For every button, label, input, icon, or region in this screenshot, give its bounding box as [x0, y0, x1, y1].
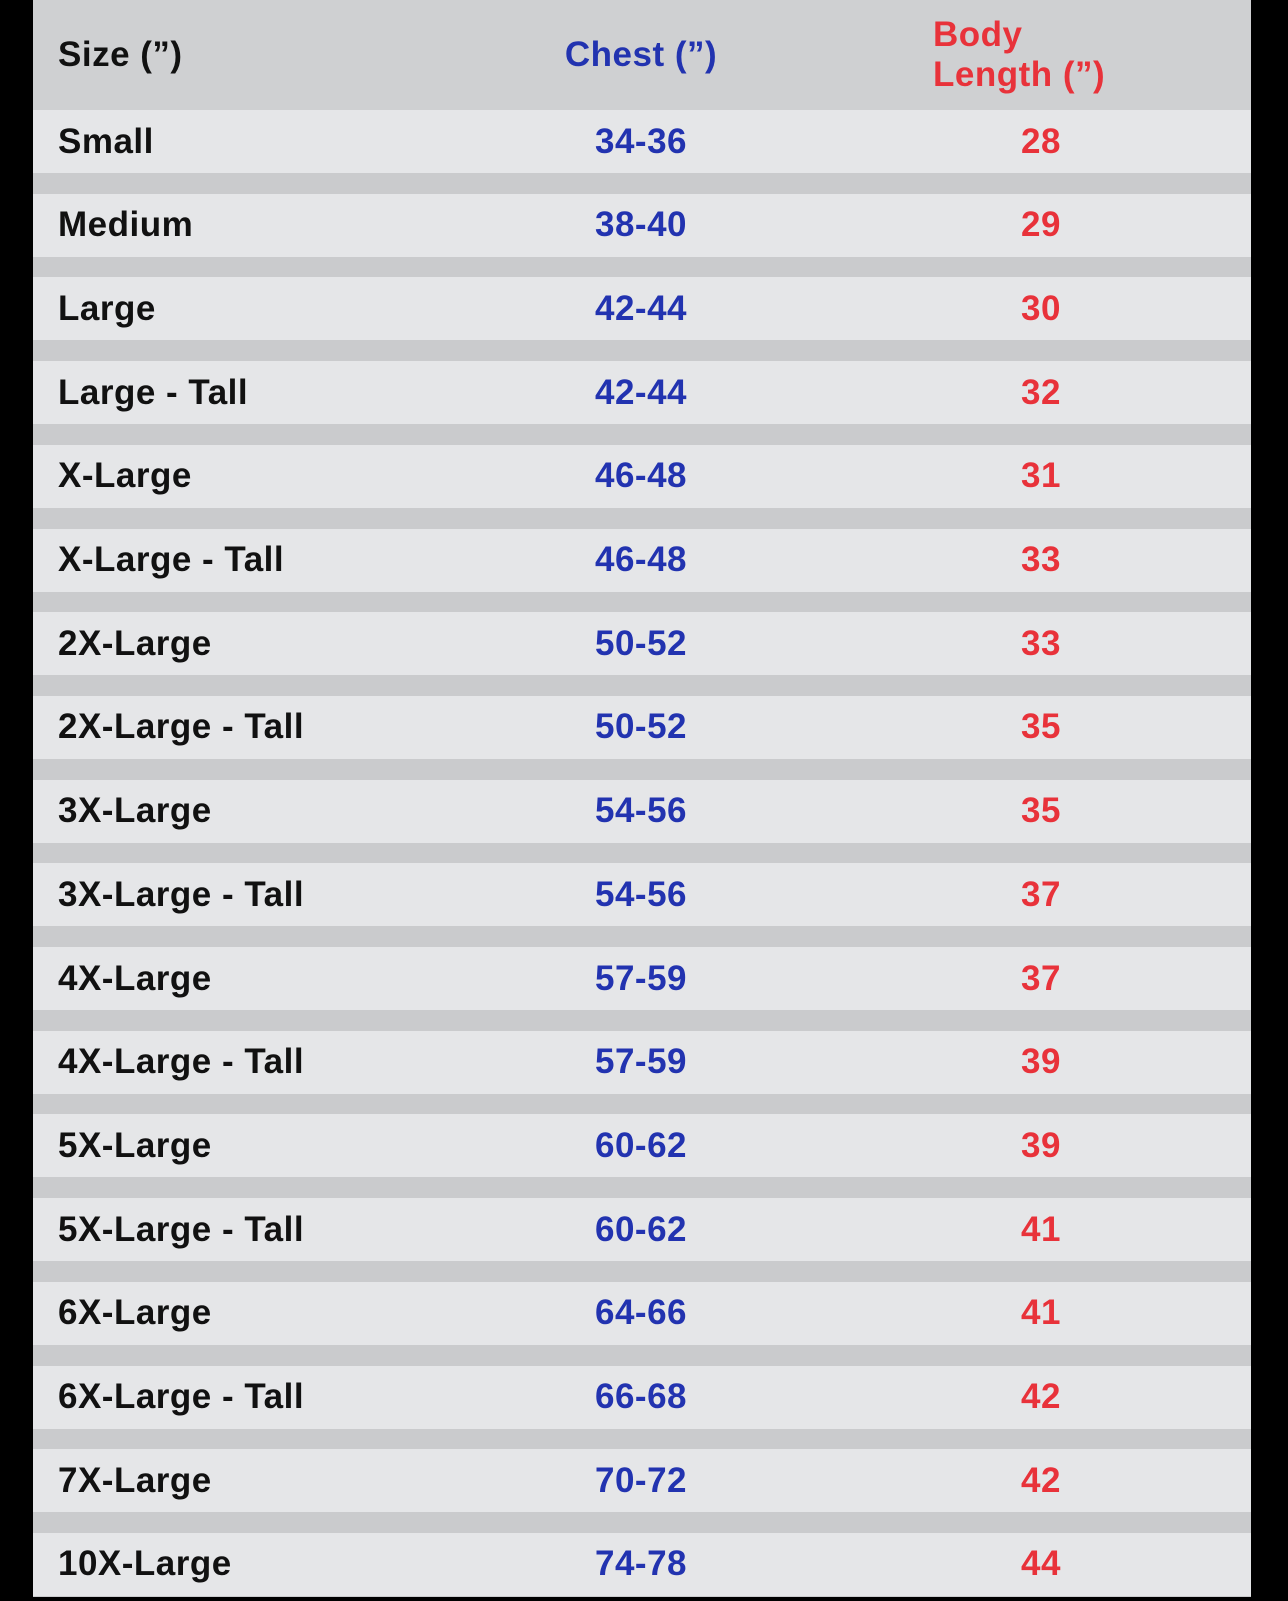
- size-cell: 6X-Large: [58, 1293, 212, 1333]
- size-cell: X-Large - Tall: [58, 540, 285, 579]
- table-header: Size (”) Chest (”) Body Length (”): [33, 0, 1251, 110]
- chest-cell: 70-72: [594, 1460, 688, 1500]
- body-length-cell: 29: [1021, 205, 1061, 245]
- body-length-cell: 42: [1021, 1460, 1061, 1500]
- chest-cell: 60-62: [594, 1125, 688, 1165]
- chest-cell: 64-66: [594, 1293, 688, 1333]
- table-row: X-Large - Tall 46-48 33: [33, 528, 1251, 592]
- chest-cell: 50-52: [594, 623, 688, 663]
- table-row: 7X-Large 70-72 42: [33, 1449, 1251, 1513]
- table-row: X-Large 46-48 31: [33, 444, 1251, 508]
- chest-cell: 57-59: [594, 958, 688, 998]
- body-length-cell: 30: [1021, 288, 1061, 328]
- body-length-cell: 35: [1021, 791, 1061, 831]
- size-cell: 5X-Large: [58, 1125, 212, 1165]
- chest-cell: 42-44: [594, 372, 688, 412]
- body-length-cell: 44: [1021, 1544, 1061, 1584]
- table-row: 5X-Large 60-62 39: [33, 1114, 1251, 1178]
- size-cell: 7X-Large: [58, 1460, 212, 1500]
- table-row: 4X-Large - Tall 57-59 39: [33, 1030, 1251, 1094]
- chest-cell: 34-36: [594, 121, 688, 161]
- body-length-cell: 39: [1021, 1042, 1061, 1082]
- table-row: 2X-Large - Tall 50-52 35: [33, 695, 1251, 759]
- body-length-cell: 32: [1021, 372, 1061, 412]
- size-chart-table: Size (”) Chest (”) Body Length (”) Small…: [33, 0, 1251, 1597]
- table-row: 3X-Large 54-56 35: [33, 779, 1251, 843]
- size-cell: 4X-Large: [58, 958, 212, 998]
- chest-cell: 46-48: [594, 456, 688, 496]
- size-cell: X-Large: [58, 456, 192, 496]
- size-cell: Large - Tall: [58, 372, 249, 412]
- body-length-cell: 37: [1021, 958, 1061, 998]
- chest-cell: 42-44: [594, 288, 688, 328]
- body-length-cell: 39: [1021, 1125, 1061, 1165]
- body-length-cell: 41: [1021, 1293, 1061, 1333]
- size-cell: 2X-Large - Tall: [58, 707, 305, 747]
- header-size: Size (”): [58, 35, 183, 74]
- chest-cell: 60-62: [594, 1209, 688, 1249]
- body-length-cell: 41: [1021, 1209, 1061, 1249]
- table-row: Large 42-44 30: [33, 277, 1251, 341]
- chest-cell: 74-78: [594, 1544, 688, 1584]
- chest-cell: 38-40: [594, 205, 688, 245]
- table-row: Large - Tall 42-44 32: [33, 361, 1251, 425]
- body-length-cell: 33: [1021, 623, 1061, 663]
- chest-cell: 50-52: [594, 707, 688, 747]
- chest-cell: 57-59: [594, 1042, 688, 1082]
- size-cell: 3X-Large: [58, 791, 212, 831]
- body-length-cell: 42: [1021, 1377, 1061, 1416]
- size-cell: 10X-Large: [58, 1544, 232, 1584]
- size-cell: Large: [58, 288, 156, 328]
- size-cell: Small: [58, 121, 154, 161]
- table-row: 2X-Large 50-52 33: [33, 612, 1251, 676]
- table-row: 3X-Large - Tall 54-56 37: [33, 863, 1251, 927]
- body-length-cell: 37: [1021, 874, 1061, 914]
- size-cell: 3X-Large - Tall: [58, 874, 305, 914]
- table-row: Medium 38-40 29: [33, 193, 1251, 257]
- chest-cell: 54-56: [594, 874, 688, 914]
- chest-cell: 54-56: [594, 791, 688, 831]
- chest-cell: 66-68: [594, 1377, 688, 1416]
- chest-cell: 46-48: [594, 540, 688, 579]
- table-row: 6X-Large 64-66 41: [33, 1281, 1251, 1345]
- size-cell: 2X-Large: [58, 623, 212, 663]
- table-row: Small 34-36 28: [33, 110, 1251, 173]
- size-cell: Medium: [58, 205, 194, 245]
- size-cell: 6X-Large - Tall: [58, 1377, 305, 1416]
- table-row: 5X-Large - Tall 60-62 41: [33, 1198, 1251, 1262]
- table-row: 10X-Large 74-78 44: [33, 1532, 1251, 1596]
- table-row: 4X-Large 57-59 37: [33, 947, 1251, 1010]
- body-length-cell: 28: [1021, 121, 1061, 161]
- body-length-cell: 33: [1021, 540, 1061, 579]
- header-chest: Chest (”): [564, 35, 718, 74]
- body-length-cell: 31: [1021, 456, 1061, 496]
- size-cell: 5X-Large - Tall: [58, 1209, 305, 1249]
- size-cell: 4X-Large - Tall: [58, 1042, 305, 1082]
- header-body-length: Body Length (”): [933, 15, 1106, 94]
- table-row: 6X-Large - Tall 66-68 42: [33, 1365, 1251, 1429]
- body-length-cell: 35: [1021, 707, 1061, 747]
